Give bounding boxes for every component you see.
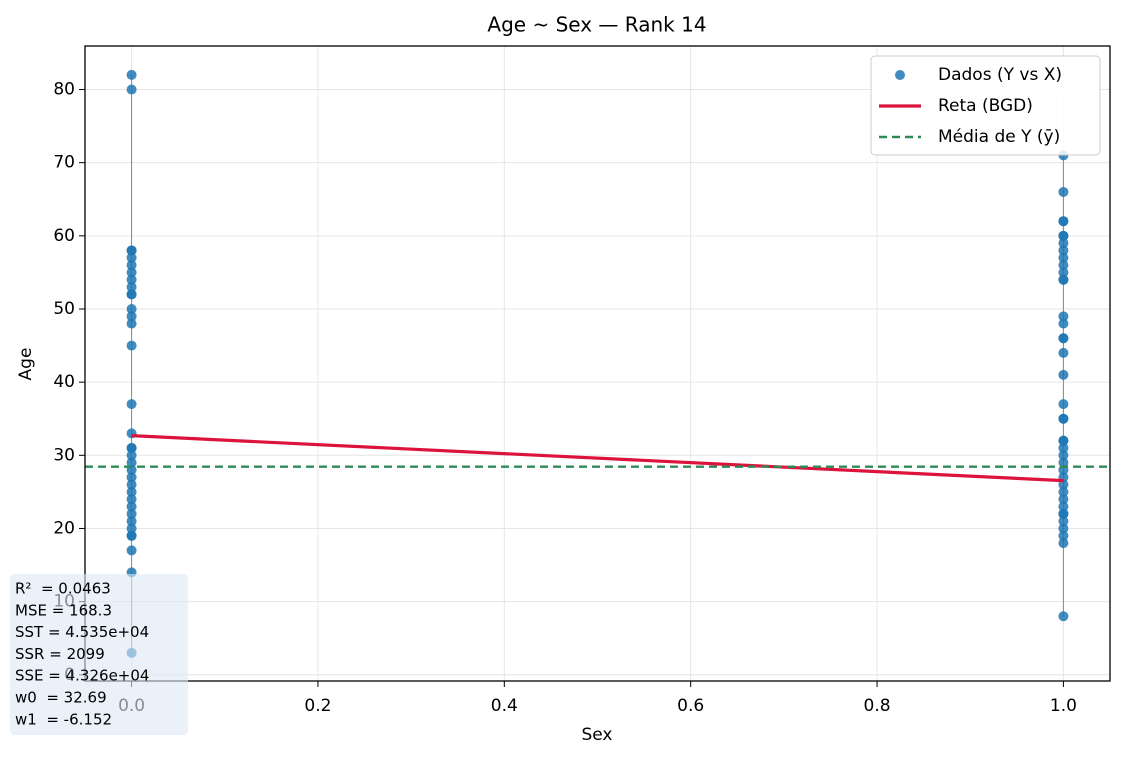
stats-text: SST = 4.535e+04 (15, 623, 149, 641)
y-tick-label: 30 (53, 445, 75, 465)
stats-text: SSR = 2099 (15, 645, 105, 663)
scatter-point (1058, 486, 1069, 497)
scatter-point (126, 399, 137, 410)
scatter-point (1058, 238, 1069, 249)
scatter-point (126, 545, 137, 556)
stats-text: w0 = 32.69 (15, 689, 107, 707)
scatter-point (1058, 369, 1069, 380)
scatter-point (126, 84, 137, 95)
scatter-point (1058, 186, 1069, 197)
scatter-point (126, 457, 137, 468)
scatter-point (126, 274, 137, 285)
scatter-point (1058, 311, 1069, 322)
scatter-point (126, 494, 137, 505)
scatter-point (126, 508, 137, 519)
x-tick-label: 1.0 (1050, 696, 1077, 716)
scatter-point (1058, 508, 1069, 519)
scatter-point (126, 260, 137, 271)
scatter-point (1058, 538, 1069, 549)
scatter-point (126, 69, 137, 80)
y-tick-label: 80 (53, 80, 75, 100)
scatter-point (1058, 516, 1069, 527)
legend-box (870, 55, 1101, 156)
scatter-point (1058, 494, 1069, 505)
y-tick-label: 20 (53, 518, 75, 538)
scatter-point (126, 318, 137, 329)
scatter-point (1058, 457, 1069, 468)
scatter-point (126, 523, 137, 534)
x-axis-label: Sex (581, 725, 612, 745)
scatter-point (1058, 501, 1069, 512)
scatter-point (1058, 333, 1069, 344)
scatter-point (1058, 216, 1069, 227)
scatter-point (1058, 267, 1069, 278)
scatter-point (1058, 230, 1069, 241)
scatter-point (1058, 260, 1069, 271)
y-tick-label: 40 (53, 372, 75, 392)
scatter-point (126, 530, 137, 541)
scatter-point (126, 282, 137, 293)
scatter-point (1058, 530, 1069, 541)
scatter-point (1058, 450, 1069, 461)
regression-line (131, 434, 1064, 483)
scatter-point (126, 516, 137, 527)
scatter-point (1058, 252, 1069, 263)
y-tick-label: 50 (53, 299, 75, 319)
stats-text: R² = 0.0463 (15, 580, 111, 598)
scatter-point (126, 303, 137, 314)
scatter-point (126, 501, 137, 512)
stats-text: MSE = 168.3 (15, 601, 112, 619)
scatter-point (126, 267, 137, 278)
scatter-point (1058, 245, 1069, 256)
stats-box (10, 574, 188, 735)
scatter-point (126, 311, 137, 322)
scatter-point (1058, 399, 1069, 410)
scatter-point (126, 245, 137, 256)
scatter-point (126, 486, 137, 497)
scatter-point (126, 340, 137, 351)
x-tick-label: 0.4 (491, 696, 518, 716)
y-tick-label: 70 (53, 153, 75, 173)
legend-label: Reta (BGD) (938, 96, 1033, 116)
scatter-point (126, 442, 137, 453)
scatter-point (1058, 611, 1069, 622)
scatter-point (1058, 523, 1069, 534)
scatter-point (126, 472, 137, 483)
x-tick-label: 0.2 (304, 696, 331, 716)
y-axis-label: Age (16, 348, 36, 381)
x-tick-label: 0.6 (677, 696, 704, 716)
scatter-point (1058, 318, 1069, 329)
scatter-point (126, 479, 137, 490)
scatter-point (1058, 435, 1069, 446)
legend-label: Dados (Y vs X) (938, 65, 1062, 85)
x-tick-label: 0.8 (864, 696, 891, 716)
scatter-point (1058, 347, 1069, 358)
plot-frame (84, 45, 1111, 682)
scatter-point (126, 289, 137, 300)
scatter-point (126, 252, 137, 263)
y-tick-label: 60 (53, 226, 75, 246)
scatter-point (1058, 442, 1069, 453)
scatter-point (1058, 274, 1069, 285)
chart-title: Age ~ Sex — Rank 14 (487, 13, 706, 37)
legend-marker (895, 70, 905, 80)
stats-text: SSE = 4.326e+04 (15, 667, 149, 685)
stats-text: w1 = -6.152 (15, 710, 112, 728)
scatter-point (126, 450, 137, 461)
legend-label: Média de Y (ȳ) (938, 127, 1060, 147)
scatter-point (1058, 413, 1069, 424)
